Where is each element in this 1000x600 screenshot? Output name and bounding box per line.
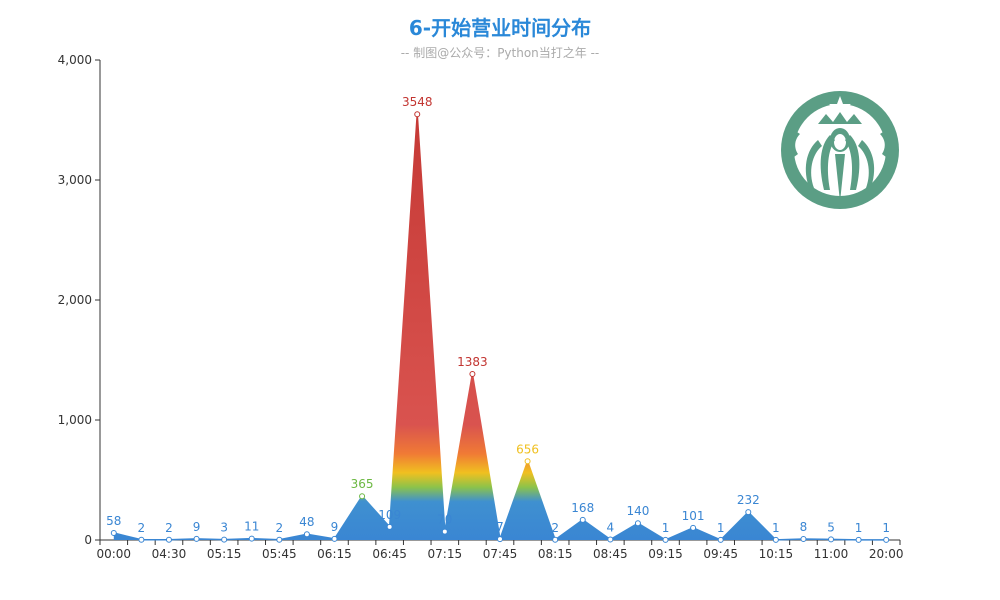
y-axis: 0 1,000 2,000 3,000 4,000 xyxy=(58,53,101,547)
data-label: 3 xyxy=(220,521,228,535)
y-tick-label: 3,000 xyxy=(58,173,92,187)
data-label: 1 xyxy=(717,521,725,535)
x-tick-label: 11:00 xyxy=(814,547,849,561)
data-point[interactable] xyxy=(193,535,200,542)
x-tick-label: 08:15 xyxy=(538,547,573,561)
data-label: 232 xyxy=(737,493,760,507)
data-point[interactable] xyxy=(414,111,421,118)
y-tick-label: 2,000 xyxy=(58,293,92,307)
data-labels: 58 2 2 9 3 11 2 48 93651093548701383765621684140… xyxy=(106,95,890,535)
x-tick-label: 07:45 xyxy=(483,547,518,561)
y-tick-label: 1,000 xyxy=(58,413,92,427)
data-point[interactable] xyxy=(524,458,531,465)
data-label: 101 xyxy=(682,509,705,523)
data-label: 11 xyxy=(244,520,259,534)
data-label: 1 xyxy=(662,521,670,535)
series-line xyxy=(113,114,887,543)
data-point[interactable] xyxy=(772,536,779,543)
data-point[interactable] xyxy=(359,493,366,500)
data-label: 1 xyxy=(882,521,890,535)
x-tick-label: 20:00 xyxy=(869,547,904,561)
data-label: 1383 xyxy=(457,355,488,369)
data-point[interactable] xyxy=(579,516,586,523)
data-point[interactable] xyxy=(110,530,117,537)
data-label: 2 xyxy=(138,521,146,535)
data-label: 3548 xyxy=(402,95,433,109)
x-tick-label: 09:15 xyxy=(648,547,683,561)
data-point[interactable] xyxy=(607,536,614,543)
data-point[interactable] xyxy=(441,528,448,535)
data-point[interactable] xyxy=(800,536,807,543)
y-tick-label: 0 xyxy=(84,533,92,547)
x-tick-label: 05:45 xyxy=(262,547,297,561)
x-tick-label: 00:00 xyxy=(96,547,131,561)
data-label: 5 xyxy=(827,520,835,534)
series-area xyxy=(113,114,887,543)
data-point[interactable] xyxy=(303,531,310,538)
data-label: 2 xyxy=(275,521,283,535)
data-label: 2 xyxy=(551,521,559,535)
x-tick-label: 04:30 xyxy=(152,547,187,561)
data-point[interactable] xyxy=(662,536,669,543)
data-point[interactable] xyxy=(552,536,559,543)
x-tick-label: 10:15 xyxy=(759,547,794,561)
starbucks-siren-logo-icon xyxy=(781,91,899,209)
data-point[interactable] xyxy=(745,509,752,516)
data-label: 9 xyxy=(193,520,201,534)
data-point[interactable] xyxy=(331,535,338,542)
series-area-fill xyxy=(113,114,887,541)
data-label: 109 xyxy=(378,508,401,522)
data-point[interactable] xyxy=(386,523,393,530)
x-tick-label: 06:15 xyxy=(317,547,352,561)
data-point[interactable] xyxy=(469,371,476,378)
x-tick-label: 05:15 xyxy=(207,547,242,561)
data-label: 656 xyxy=(516,442,539,456)
data-point[interactable] xyxy=(138,536,145,543)
data-label: 168 xyxy=(571,501,594,515)
data-point[interactable] xyxy=(690,524,697,531)
data-label: 7 xyxy=(496,520,504,534)
x-axis: 00:00 04:30 05:15 05:45 06:15 06:45 07:15 07:45… xyxy=(96,539,904,561)
data-points xyxy=(110,111,890,543)
data-point[interactable] xyxy=(855,536,862,543)
data-label: 48 xyxy=(299,515,314,529)
data-label: 70 xyxy=(437,513,452,527)
data-point[interactable] xyxy=(883,536,890,543)
data-point[interactable] xyxy=(497,536,503,543)
data-point[interactable] xyxy=(165,536,172,543)
data-label: 140 xyxy=(626,504,649,518)
y-tick-label: 4,000 xyxy=(58,53,92,67)
data-label: 365 xyxy=(351,477,374,491)
data-label: 1 xyxy=(855,521,863,535)
chart-subtitle: -- 制图@公众号：Python当打之年 -- xyxy=(400,46,600,60)
data-label: 8 xyxy=(800,520,808,534)
data-label: 1 xyxy=(772,521,780,535)
x-tick-label: 09:45 xyxy=(703,547,738,561)
chart-title: 6-开始营业时间分布 xyxy=(408,16,592,40)
data-point[interactable] xyxy=(717,536,724,543)
data-label: 58 xyxy=(106,514,121,528)
data-label: 2 xyxy=(165,521,173,535)
data-point[interactable] xyxy=(221,536,228,543)
data-point[interactable] xyxy=(248,535,255,542)
data-point[interactable] xyxy=(634,520,641,527)
data-point[interactable] xyxy=(828,536,835,543)
x-tick-label: 06:45 xyxy=(372,547,407,561)
data-label: 9 xyxy=(331,520,339,534)
x-tick-label: 07:15 xyxy=(428,547,463,561)
data-point[interactable] xyxy=(276,536,283,543)
data-label: 4 xyxy=(607,521,615,535)
x-tick-label: 08:45 xyxy=(593,547,628,561)
